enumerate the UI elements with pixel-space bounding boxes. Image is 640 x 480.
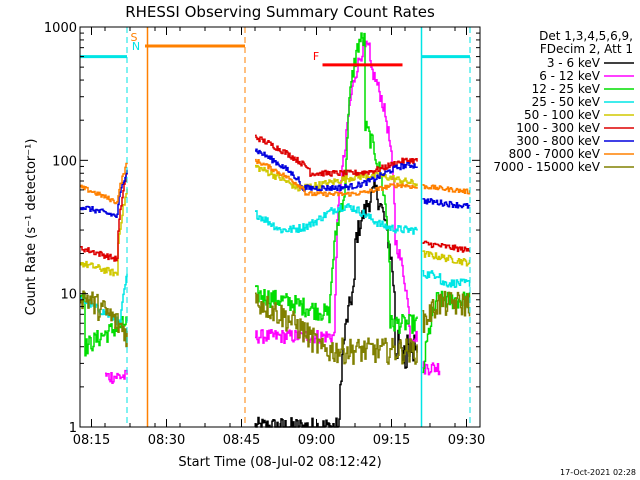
axes-layer: 08:15 08:30 08:45 09:00 09:15 09:30 1 10 100 1000 <box>44 21 485 448</box>
series-line-800-7000-kev <box>422 183 471 195</box>
series-line-300-800-kev <box>255 148 418 192</box>
series-line-12-25-kev <box>255 32 418 334</box>
legend: Det 1,3,4,5,6,9, FDecim 2, Att 1 3 - 6 k… <box>493 29 634 174</box>
series-line-800-7000-kev <box>80 162 128 205</box>
series-line-6-12-kev <box>105 369 128 384</box>
series-line-6-12-kev <box>255 40 418 344</box>
plot-data-layer <box>80 27 471 428</box>
x-tick-label: 09:15 <box>373 433 410 448</box>
x-axis-label: Start Time (08-Jul-02 08:12:42) <box>178 455 381 470</box>
legend-label-7000-15000-kev: 7000 - 15000 keV <box>493 160 600 174</box>
legend-label-25-50-kev: 25 - 50 keV <box>532 95 601 109</box>
series-line-25-50-kev <box>255 203 418 235</box>
x-tick-label: 09:00 <box>298 433 335 448</box>
series-line-25-50-kev <box>422 270 471 288</box>
series-line-100-300-kev <box>422 240 471 253</box>
series-line-100-300-kev <box>80 170 128 262</box>
footer-timestamp: 17-Oct-2021 02:28 <box>560 468 636 477</box>
legend-label-800-7000-kev: 800 - 7000 keV <box>509 147 601 161</box>
annotation-s: S <box>131 31 138 44</box>
annotation-n: N <box>132 40 140 53</box>
chart-title: RHESSI Observing Summary Count Rates <box>125 3 435 21</box>
legend-label-100-300-kev: 100 - 300 keV <box>516 121 600 135</box>
x-tick-label: 08:45 <box>223 433 260 448</box>
series-line-100-300-kev <box>255 134 418 177</box>
series-line-3-6-kev <box>255 180 418 428</box>
legend-label-6-12-kev: 6 - 12 keV <box>539 69 601 83</box>
series-line-7000-15000-kev <box>422 290 471 334</box>
series-line-7000-15000-kev <box>255 292 418 365</box>
series-line-7000-15000-kev <box>80 290 128 348</box>
y-tick-label: 1 <box>69 421 77 436</box>
y-tick-label: 100 <box>52 154 77 169</box>
legend-label-12-25-kev: 12 - 25 keV <box>532 82 601 96</box>
annotation-f: F <box>313 50 319 63</box>
legend-label-50-100-kev: 50 - 100 keV <box>524 108 601 122</box>
x-tick-label: 08:15 <box>73 433 110 448</box>
x-tick-label: 09:30 <box>448 433 485 448</box>
legend-header-line-1: Det 1,3,4,5,6,9, <box>539 29 633 43</box>
legend-label-300-800-kev: 300 - 800 keV <box>516 134 600 148</box>
y-axis-label: Count Rate (s⁻¹ detector⁻¹) <box>24 139 39 316</box>
x-tick-label: 08:30 <box>148 433 185 448</box>
legend-header-line-2: FDecim 2, Att 1 <box>540 42 633 56</box>
legend-label-3-6-kev: 3 - 6 keV <box>547 56 601 70</box>
series-line-300-800-kev <box>422 198 471 209</box>
series-line-50-100-kev <box>255 164 418 192</box>
series-line-800-7000-kev <box>255 158 418 198</box>
series-line-50-100-kev <box>422 250 471 267</box>
y-tick-label: 10 <box>60 288 77 303</box>
series-line-6-12-kev <box>422 361 441 376</box>
y-tick-label: 1000 <box>44 21 77 36</box>
series-line-50-100-kev <box>80 188 128 277</box>
